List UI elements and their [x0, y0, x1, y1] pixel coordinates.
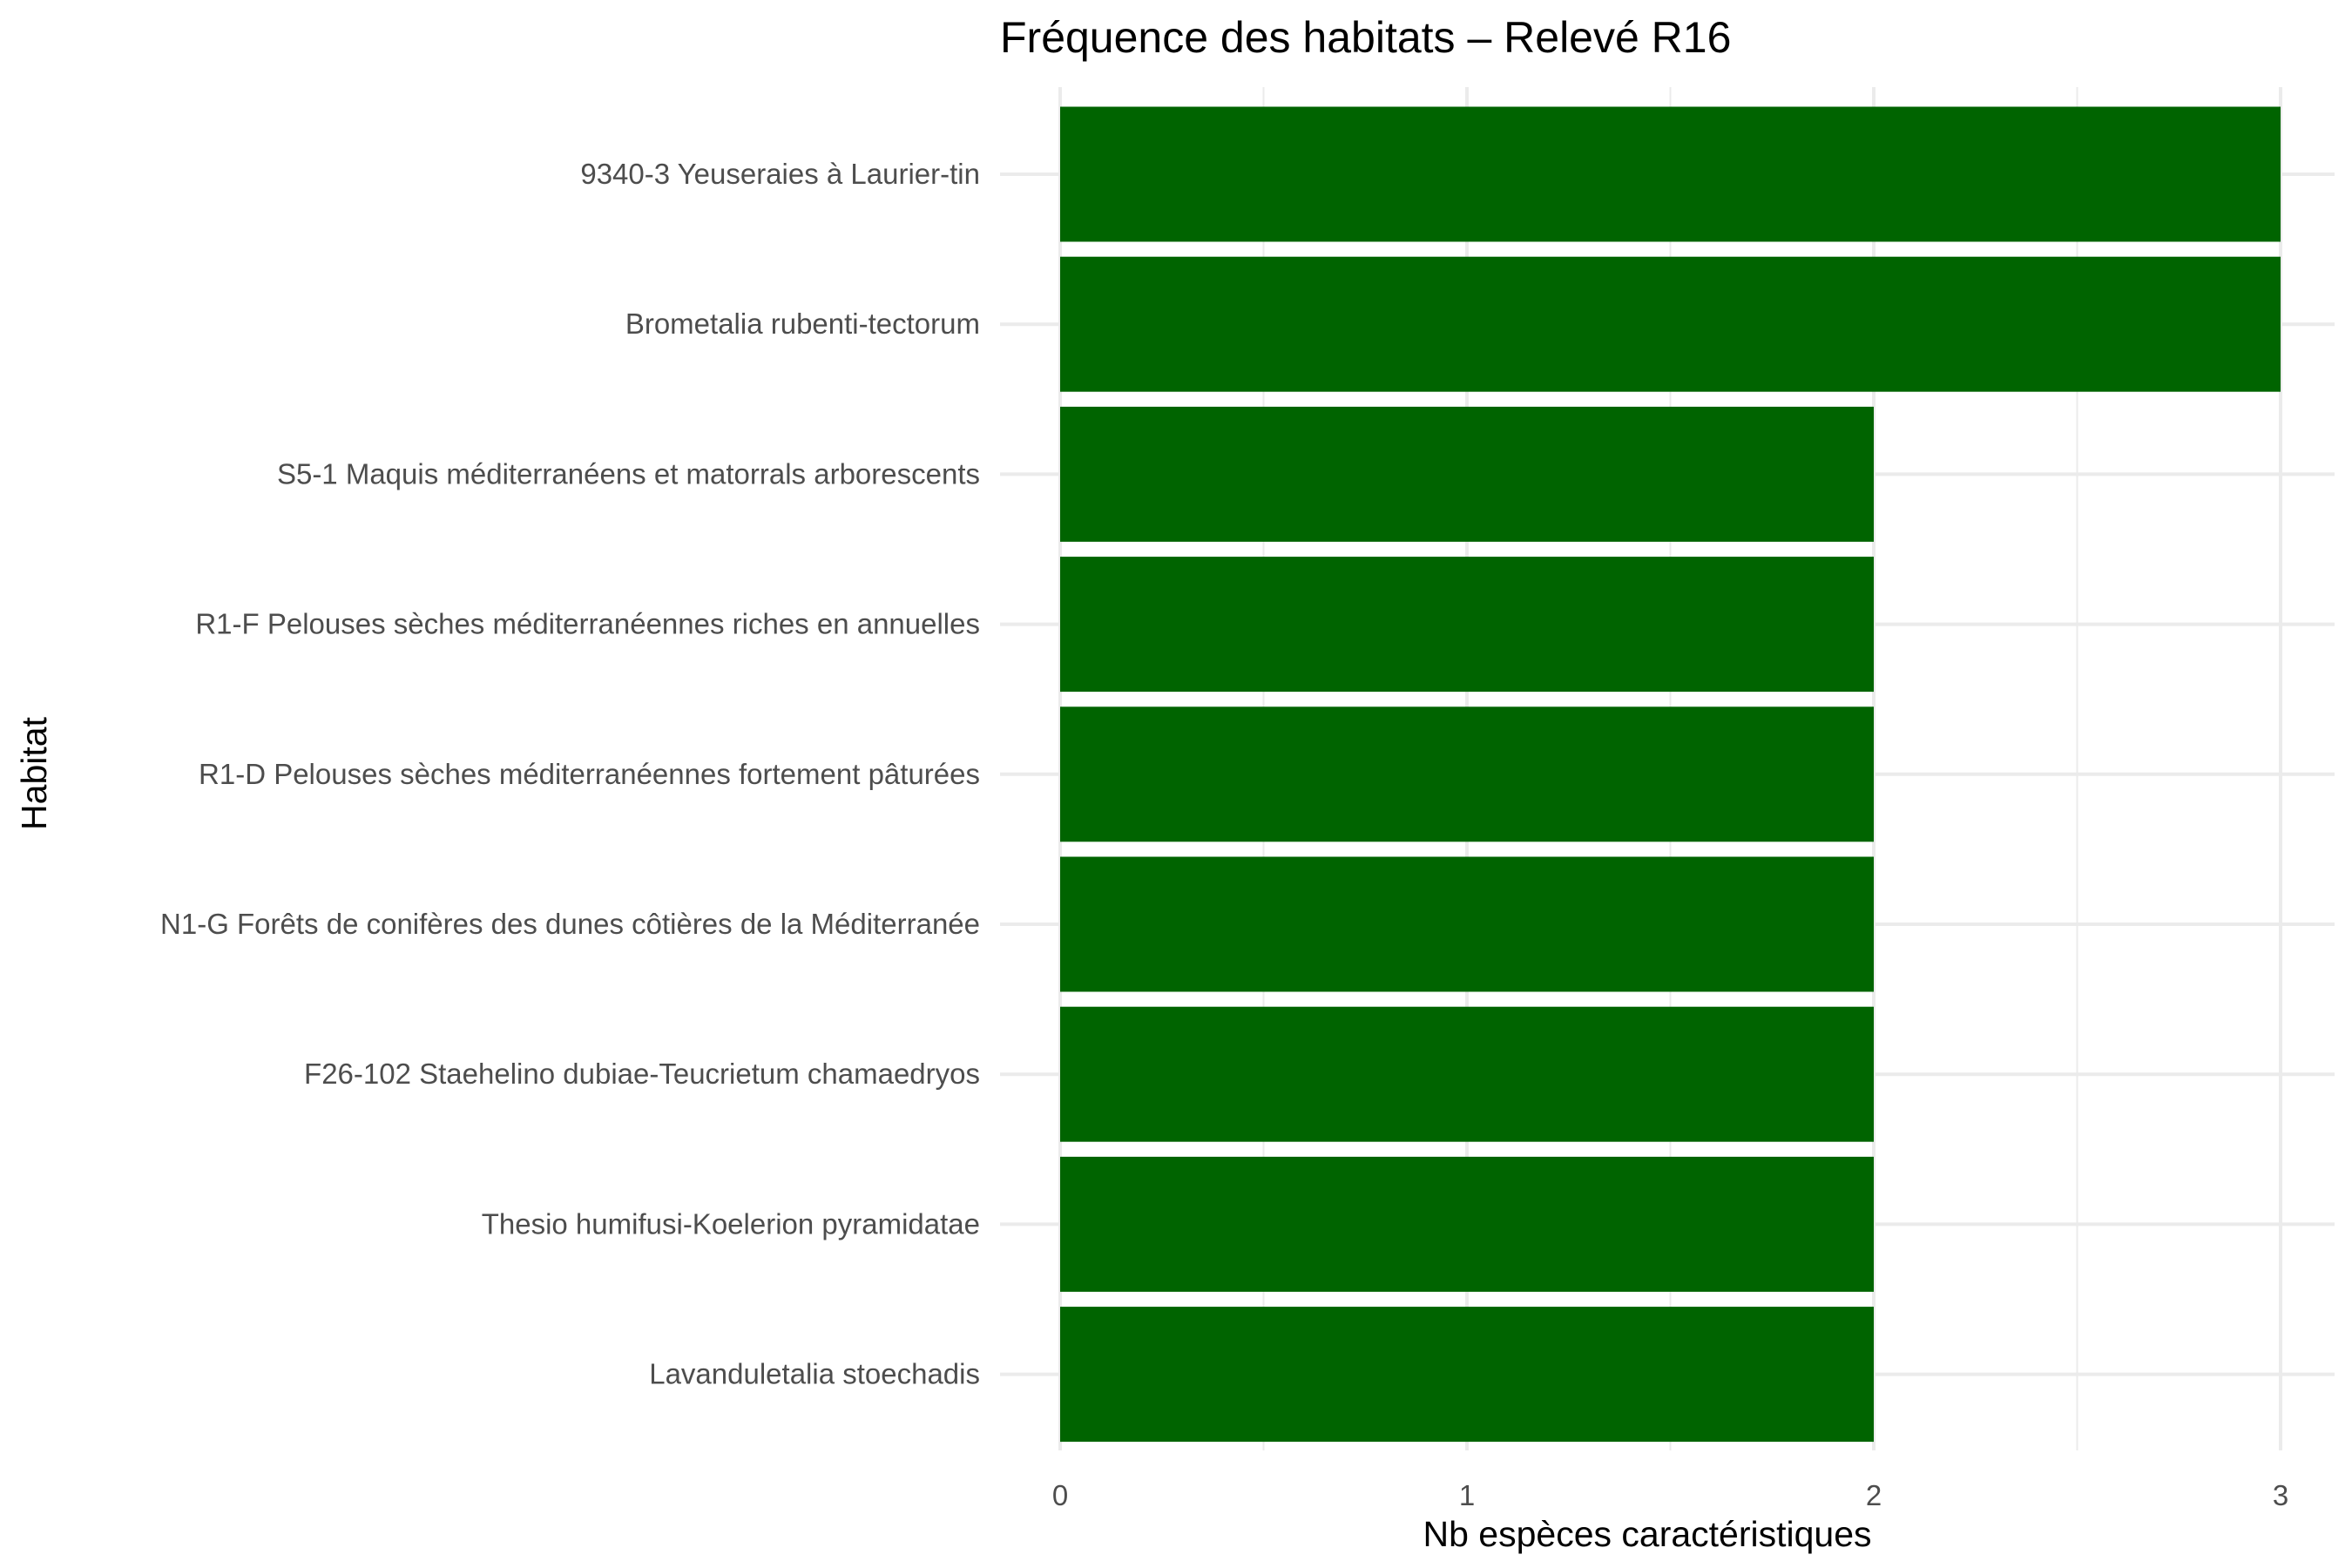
bar	[1060, 406, 1874, 542]
x-axis-title: Nb espèces caractéristiques	[1423, 1514, 1871, 1554]
chart-title: Fréquence des habitats – Relevé R16	[1000, 13, 1731, 62]
y-tick-label: 9340-3 Yeuseraies à Laurier-tin	[580, 158, 980, 190]
x-tick-label: 2	[1866, 1479, 1882, 1511]
y-tick-label: R1-F Pelouses sèches méditerranéennes ri…	[195, 608, 980, 640]
y-tick-label: Lavanduletalia stoechadis	[649, 1358, 980, 1390]
bar	[1060, 706, 1874, 842]
bar	[1060, 1307, 1874, 1443]
x-tick-label: 0	[1052, 1479, 1068, 1511]
bar	[1060, 256, 2281, 392]
x-tick-label: 3	[2273, 1479, 2288, 1511]
x-tick-label: 1	[1459, 1479, 1475, 1511]
y-tick-label: Brometalia rubenti-tectorum	[625, 308, 980, 340]
y-tick-label: S5-1 Maquis méditerranéens et matorrals …	[277, 457, 980, 490]
y-tick-label: N1-G Forêts de conifères des dunes côtiè…	[160, 908, 980, 940]
y-tick-labels: 9340-3 Yeuseraies à Laurier-tin Brometali…	[160, 158, 980, 1390]
x-tick-labels: 0 1 2 3	[1052, 1479, 2288, 1511]
bar	[1060, 1006, 1874, 1142]
bars	[1060, 106, 2281, 1443]
bar	[1060, 856, 1874, 992]
bar	[1060, 557, 1874, 693]
bar	[1060, 1156, 1874, 1292]
bar	[1060, 106, 2281, 242]
y-axis-title: Habitat	[14, 716, 54, 830]
y-tick-label: F26-102 Staehelino dubiae-Teucrietum cha…	[304, 1058, 980, 1090]
y-tick-label: Thesio humifusi-Koelerion pyramidatae	[482, 1207, 980, 1240]
y-tick-label: R1-D Pelouses sèches méditerranéennes fo…	[199, 758, 980, 790]
